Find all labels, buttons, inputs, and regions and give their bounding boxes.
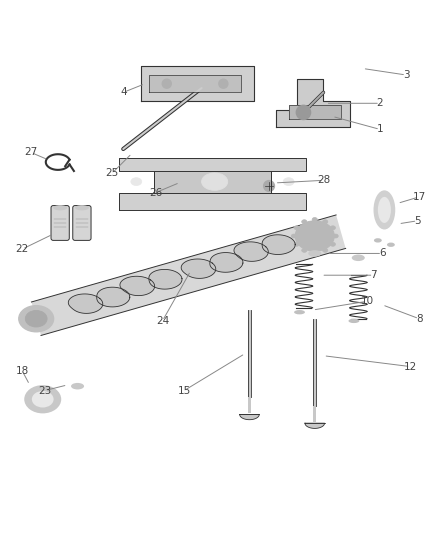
- Polygon shape: [68, 294, 103, 313]
- Ellipse shape: [32, 391, 53, 408]
- Ellipse shape: [25, 310, 47, 327]
- Ellipse shape: [71, 383, 84, 390]
- Polygon shape: [210, 253, 243, 272]
- Ellipse shape: [24, 385, 61, 414]
- Text: 10: 10: [360, 296, 374, 306]
- Ellipse shape: [374, 190, 395, 230]
- Ellipse shape: [330, 243, 336, 246]
- Text: 24: 24: [156, 316, 169, 326]
- Polygon shape: [262, 235, 295, 254]
- Polygon shape: [149, 269, 182, 289]
- Ellipse shape: [131, 177, 142, 185]
- Ellipse shape: [294, 243, 299, 246]
- Polygon shape: [313, 406, 317, 422]
- Polygon shape: [305, 423, 325, 429]
- Text: 7: 7: [370, 270, 377, 280]
- Text: 28: 28: [317, 175, 330, 185]
- Polygon shape: [181, 259, 216, 278]
- Text: 15: 15: [177, 385, 191, 395]
- Text: 6: 6: [379, 248, 385, 259]
- Polygon shape: [97, 287, 130, 307]
- Polygon shape: [248, 397, 251, 413]
- Ellipse shape: [352, 255, 365, 261]
- Ellipse shape: [330, 226, 336, 230]
- Ellipse shape: [201, 173, 228, 190]
- Text: 23: 23: [38, 385, 52, 395]
- Text: 22: 22: [16, 244, 29, 254]
- Ellipse shape: [308, 250, 321, 257]
- Ellipse shape: [294, 310, 305, 314]
- Ellipse shape: [295, 221, 334, 251]
- Polygon shape: [141, 66, 254, 101]
- Ellipse shape: [75, 205, 89, 211]
- Ellipse shape: [387, 243, 395, 247]
- Polygon shape: [32, 215, 346, 335]
- Text: 1: 1: [377, 124, 383, 134]
- Circle shape: [162, 78, 172, 89]
- Text: 12: 12: [404, 361, 417, 372]
- Ellipse shape: [349, 319, 359, 323]
- Polygon shape: [276, 79, 350, 127]
- Text: 5: 5: [414, 216, 421, 226]
- Polygon shape: [240, 415, 259, 419]
- Text: 8: 8: [416, 314, 423, 324]
- Polygon shape: [149, 75, 241, 92]
- Ellipse shape: [312, 251, 318, 255]
- Ellipse shape: [283, 177, 294, 185]
- Polygon shape: [119, 158, 306, 210]
- Ellipse shape: [53, 205, 67, 211]
- Polygon shape: [234, 242, 268, 261]
- Polygon shape: [313, 319, 317, 406]
- Ellipse shape: [302, 220, 307, 224]
- Text: 2: 2: [377, 98, 383, 108]
- Ellipse shape: [378, 197, 391, 223]
- Ellipse shape: [291, 234, 297, 238]
- Ellipse shape: [302, 248, 307, 252]
- Text: 17: 17: [413, 192, 426, 202]
- Text: 26: 26: [149, 188, 162, 198]
- Text: 25: 25: [106, 168, 119, 178]
- FancyBboxPatch shape: [73, 206, 91, 240]
- Ellipse shape: [322, 220, 328, 224]
- Text: 4: 4: [120, 87, 127, 98]
- Polygon shape: [120, 276, 155, 296]
- Polygon shape: [248, 310, 251, 397]
- Circle shape: [296, 104, 311, 120]
- Ellipse shape: [333, 234, 338, 238]
- Ellipse shape: [19, 305, 53, 332]
- Text: 18: 18: [16, 366, 29, 376]
- Polygon shape: [154, 171, 271, 192]
- FancyBboxPatch shape: [51, 206, 69, 240]
- Ellipse shape: [294, 226, 299, 230]
- Ellipse shape: [312, 217, 318, 221]
- Text: 27: 27: [25, 148, 38, 157]
- Polygon shape: [289, 106, 341, 118]
- Circle shape: [263, 180, 275, 192]
- Text: 3: 3: [403, 70, 410, 80]
- Circle shape: [218, 78, 229, 89]
- Ellipse shape: [374, 238, 382, 243]
- Ellipse shape: [322, 248, 328, 252]
